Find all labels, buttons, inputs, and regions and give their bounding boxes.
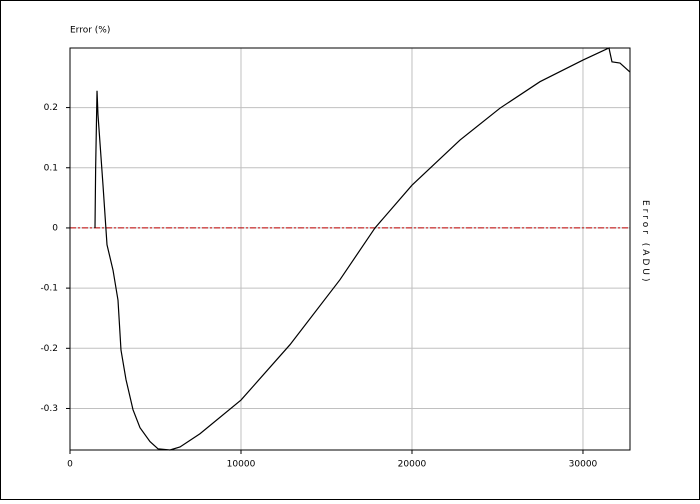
y-tick-label: -0.3 [40,404,58,414]
y-tick-label: 0.2 [44,103,58,113]
y-tick-label: 0 [52,223,58,233]
line [94,47,631,451]
y2-axis-label: Error (ADU) [640,200,650,285]
y-tick-label: -0.1 [40,284,58,294]
x-tick-label: 0 [67,460,73,470]
y-tick-label: 0.1 [44,163,58,173]
chart-title: Error (%) [70,26,110,36]
plot-border [69,47,631,451]
x-tick-label: 10000 [227,460,256,470]
x-tick-label: 20000 [398,460,427,470]
y-tick-label: -0.2 [40,344,58,354]
x-tick-label: 30000 [569,460,598,470]
